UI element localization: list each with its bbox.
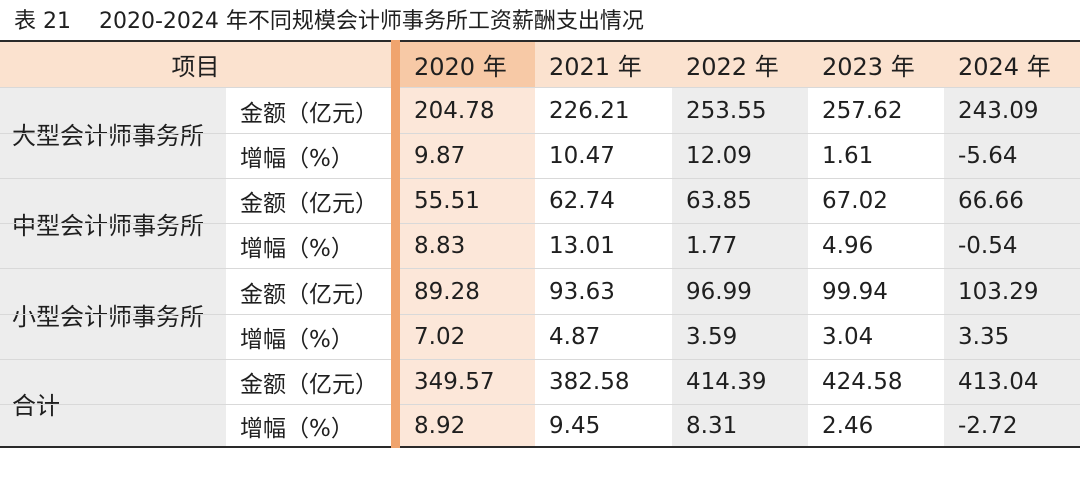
table-row: 金额（亿元） 89.28 93.63 96.99 99.94 103.29 — [0, 268, 1080, 314]
header-year: 2020 年 — [400, 42, 535, 87]
value-cell: 1.61 — [808, 134, 944, 178]
value-cell: 103.29 — [944, 269, 1080, 314]
value-cell: 67.02 — [808, 179, 944, 223]
group-label: 合计 — [0, 359, 226, 446]
value-cell: 13.01 — [535, 224, 672, 268]
metric-label: 增幅（%） — [226, 224, 391, 268]
metric-label: 增幅（%） — [226, 134, 391, 178]
value-cell: 3.04 — [808, 315, 944, 359]
header-year: 2023 年 — [808, 42, 944, 87]
value-cell: 12.09 — [672, 134, 808, 178]
value-cell: 89.28 — [400, 269, 535, 314]
value-cell: 382.58 — [535, 360, 672, 404]
header-year: 2024 年 — [944, 42, 1080, 87]
value-cell: 62.74 — [535, 179, 672, 223]
header-year: 2021 年 — [535, 42, 672, 87]
metric-label: 金额（亿元） — [226, 269, 391, 314]
value-cell: 93.63 — [535, 269, 672, 314]
value-cell: 257.62 — [808, 88, 944, 133]
metric-label: 增幅（%） — [226, 405, 391, 446]
metric-label: 增幅（%） — [226, 315, 391, 359]
metric-label: 金额（亿元） — [226, 360, 391, 404]
value-cell: 8.92 — [400, 405, 535, 446]
table-header-row: 项目 2020 年 2021 年 2022 年 2023 年 2024 年 — [0, 42, 1080, 87]
value-cell: 8.83 — [400, 224, 535, 268]
accent-divider-bar — [391, 40, 400, 448]
value-cell: -0.54 — [944, 224, 1080, 268]
value-cell: 7.02 — [400, 315, 535, 359]
value-cell: 66.66 — [944, 179, 1080, 223]
value-cell: 99.94 — [808, 269, 944, 314]
value-cell: -5.64 — [944, 134, 1080, 178]
header-year: 2022 年 — [672, 42, 808, 87]
table-title: 2020-2024 年不同规模会计师事务所工资薪酬支出情况 — [99, 9, 644, 34]
value-cell: 55.51 — [400, 179, 535, 223]
table-row: 金额（亿元） 55.51 62.74 63.85 67.02 66.66 — [0, 178, 1080, 223]
value-cell: 2.46 — [808, 405, 944, 446]
value-cell: 204.78 — [400, 88, 535, 133]
table-row: 增幅（%） 8.92 9.45 8.31 2.46 -2.72 — [0, 404, 1080, 446]
value-cell: 10.47 — [535, 134, 672, 178]
table-row: 增幅（%） 8.83 13.01 1.77 4.96 -0.54 — [0, 223, 1080, 268]
value-cell: 4.96 — [808, 224, 944, 268]
value-cell: 3.59 — [672, 315, 808, 359]
value-cell: 253.55 — [672, 88, 808, 133]
value-cell: 9.87 — [400, 134, 535, 178]
header-item: 项目 — [0, 42, 391, 87]
value-cell: 424.58 — [808, 360, 944, 404]
metric-label: 金额（亿元） — [226, 88, 391, 133]
value-cell: 4.87 — [535, 315, 672, 359]
value-cell: 63.85 — [672, 179, 808, 223]
value-cell: 9.45 — [535, 405, 672, 446]
value-cell: 349.57 — [400, 360, 535, 404]
salary-table: 项目 2020 年 2021 年 2022 年 2023 年 2024 年 大型… — [0, 40, 1080, 448]
value-cell: 413.04 — [944, 360, 1080, 404]
table-row: 增幅（%） 7.02 4.87 3.59 3.04 3.35 — [0, 314, 1080, 359]
value-cell: 96.99 — [672, 269, 808, 314]
table-caption: 表 21 2020-2024 年不同规模会计师事务所工资薪酬支出情况 — [14, 4, 1074, 40]
value-cell: 226.21 — [535, 88, 672, 133]
value-cell: 8.31 — [672, 405, 808, 446]
table-row: 增幅（%） 9.87 10.47 12.09 1.61 -5.64 — [0, 133, 1080, 178]
value-cell: 243.09 — [944, 88, 1080, 133]
table-number: 表 21 — [14, 9, 71, 34]
table-row: 金额（亿元） 204.78 226.21 253.55 257.62 243.0… — [0, 87, 1080, 133]
value-cell: -2.72 — [944, 405, 1080, 446]
group-label: 大型会计师事务所 — [0, 87, 226, 178]
metric-label: 金额（亿元） — [226, 179, 391, 223]
value-cell: 414.39 — [672, 360, 808, 404]
value-cell: 3.35 — [944, 315, 1080, 359]
value-cell: 1.77 — [672, 224, 808, 268]
group-label: 小型会计师事务所 — [0, 268, 226, 359]
table-row: 金额（亿元） 349.57 382.58 414.39 424.58 413.0… — [0, 359, 1080, 404]
